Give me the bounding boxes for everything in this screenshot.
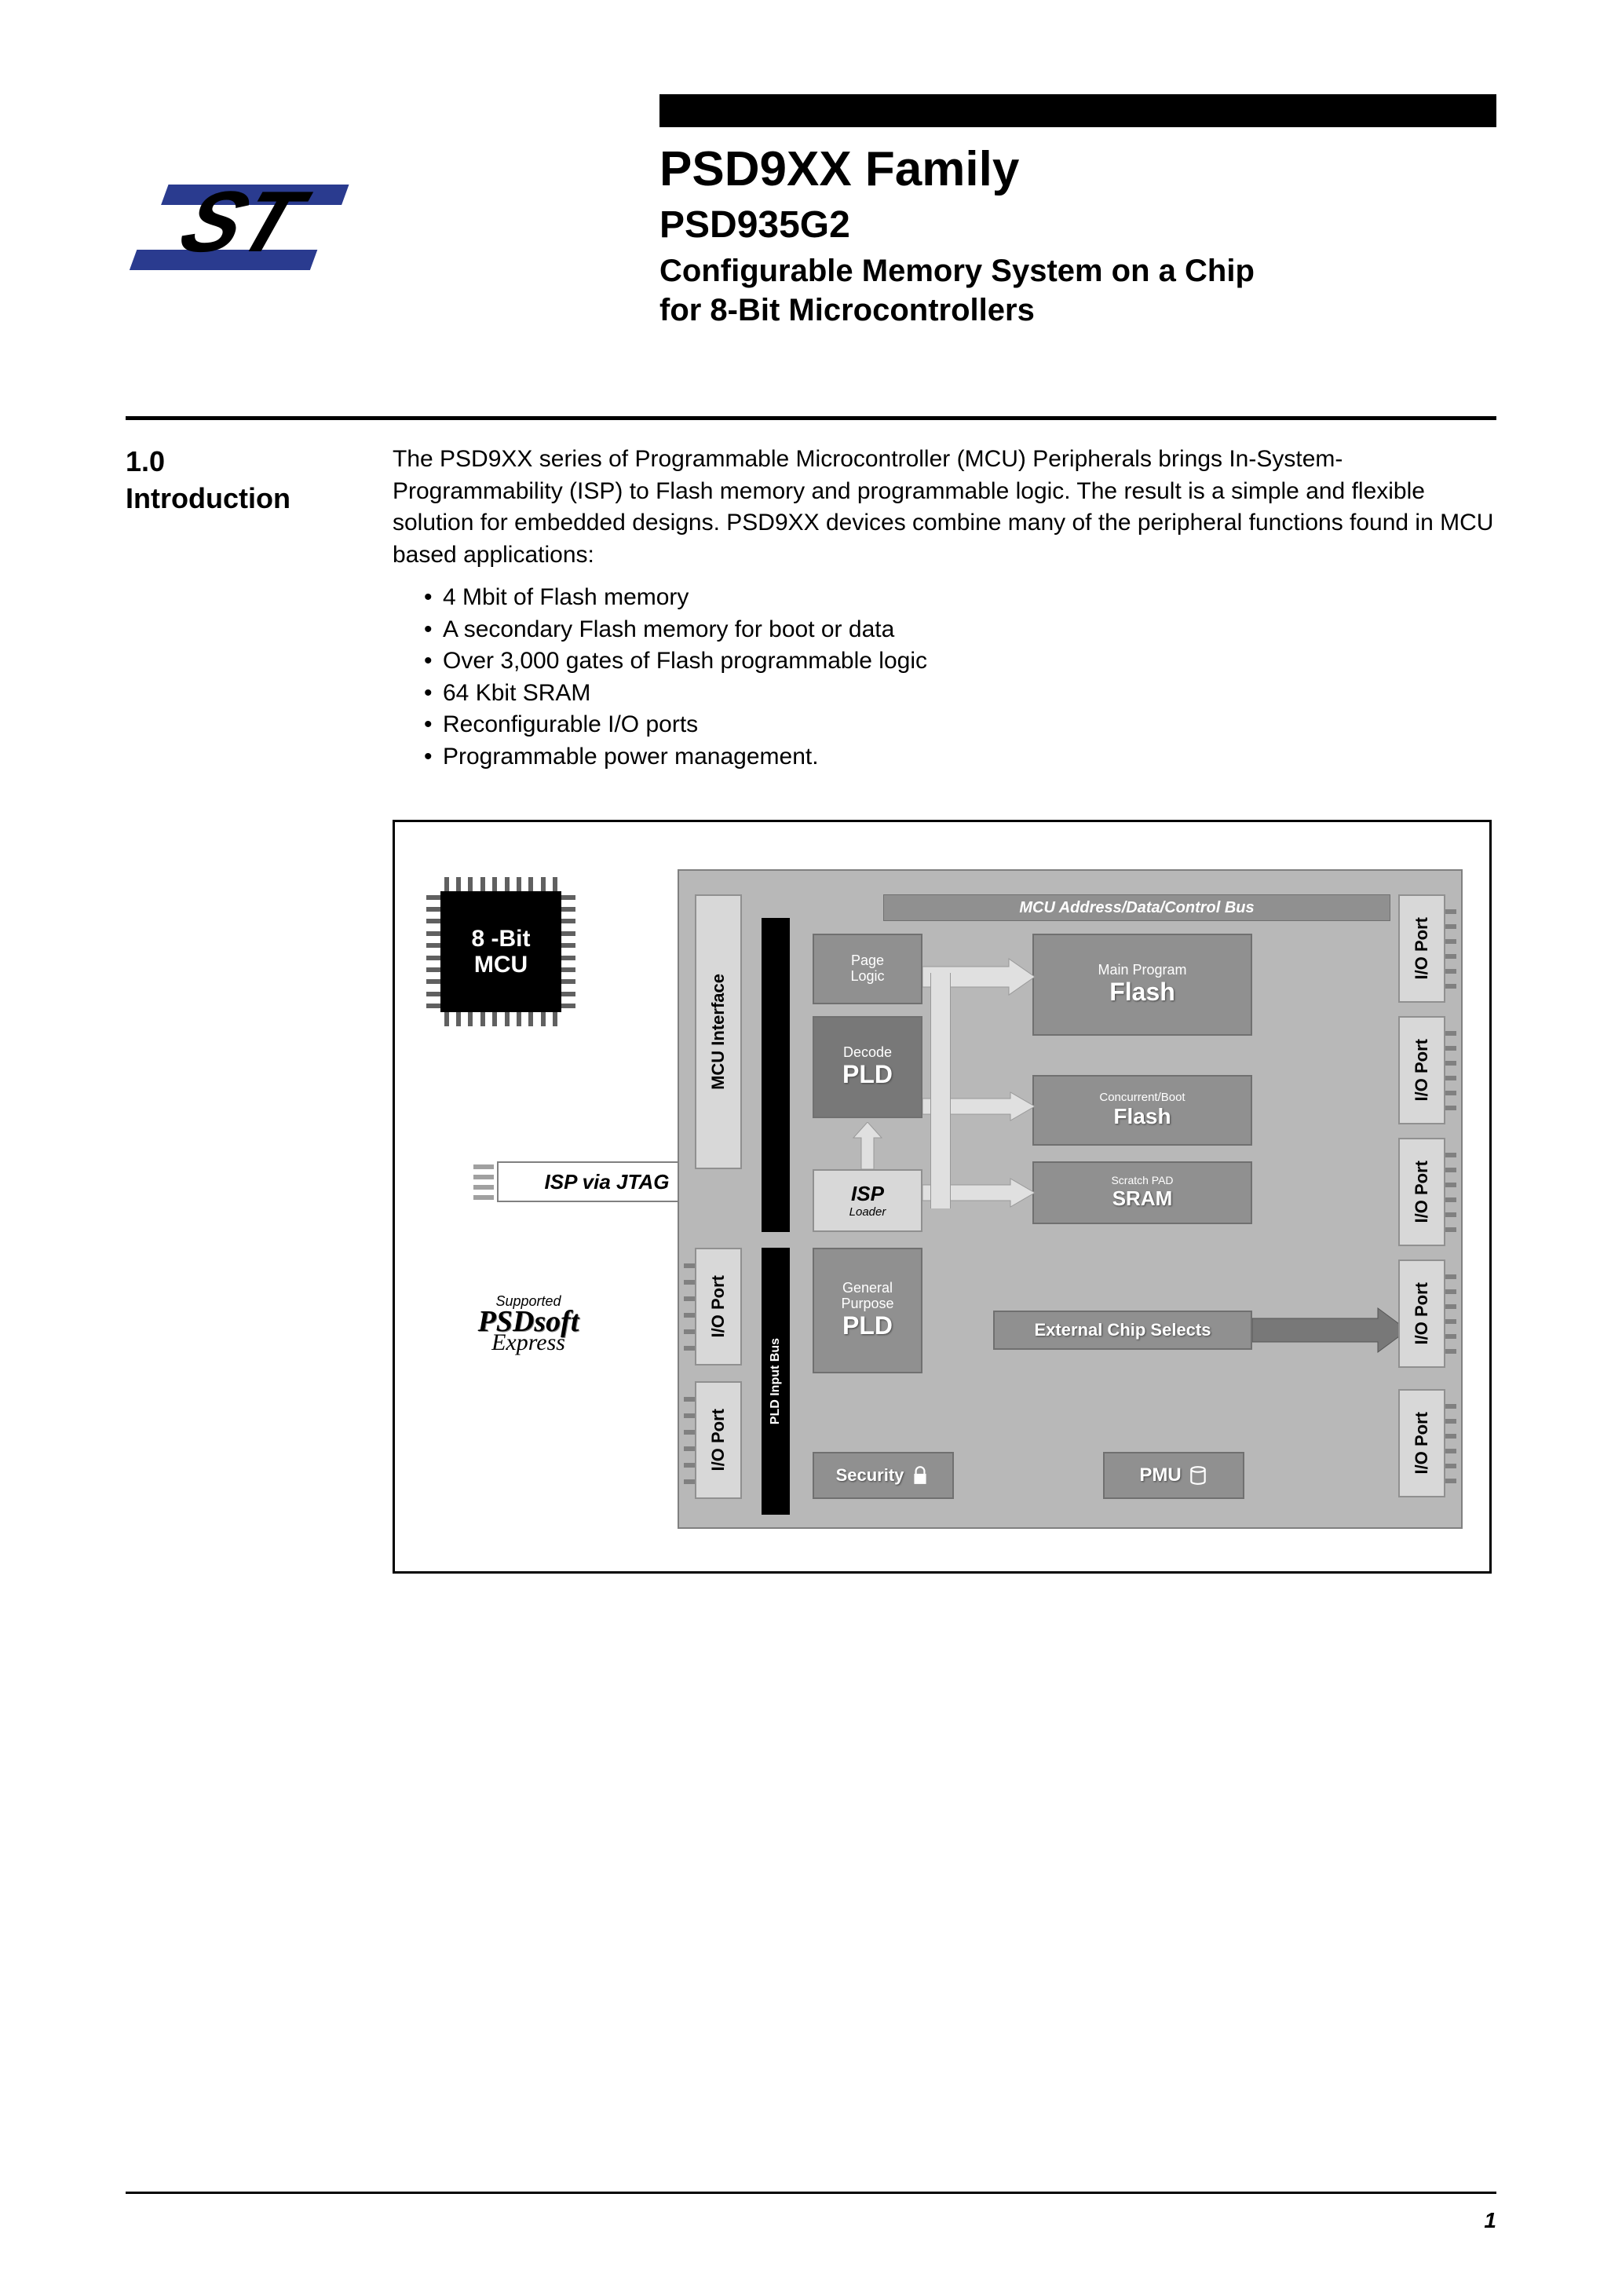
security-block: Security bbox=[813, 1452, 954, 1499]
gp-l1: General bbox=[842, 1281, 893, 1296]
io-port-text: I/O Port bbox=[708, 1409, 729, 1471]
io-port-left-1: I/O Port bbox=[695, 1248, 742, 1366]
logo-cell: ST bbox=[126, 141, 659, 330]
jtag-pins bbox=[473, 1161, 494, 1202]
io-port-text: I/O Port bbox=[1412, 1039, 1432, 1101]
boot-flash-big: Flash bbox=[1113, 1104, 1171, 1129]
isp-loader-block: ISP Loader bbox=[813, 1169, 922, 1232]
boot-flash-l1: Concurrent/Boot bbox=[1099, 1091, 1185, 1105]
io-port-right-1: I/O Port bbox=[1398, 894, 1445, 1003]
page-logic-l2: Logic bbox=[850, 969, 884, 985]
main-flash-big: Flash bbox=[1109, 978, 1175, 1007]
section-divider bbox=[126, 416, 1496, 420]
bullet-item: 4 Mbit of Flash memory bbox=[424, 582, 1496, 614]
subtitle-line-2: for 8-Bit Microcontrollers bbox=[659, 291, 1496, 330]
mcu-text-1: 8 -Bit bbox=[472, 926, 531, 952]
pld-input-bus: PLD Input Bus bbox=[762, 1248, 790, 1515]
st-logo: ST bbox=[126, 173, 361, 283]
ext-cs-text: External Chip Selects bbox=[1035, 1320, 1211, 1340]
io-port-right-3: I/O Port bbox=[1398, 1138, 1445, 1246]
mcu-text-2: MCU bbox=[474, 952, 528, 978]
io-port-text: I/O Port bbox=[1412, 1282, 1432, 1344]
bullet-item: Programmable power management. bbox=[424, 741, 1496, 773]
lock-icon bbox=[910, 1465, 930, 1486]
section-label-cell: 1.0 Introduction bbox=[126, 444, 393, 773]
title-cell: PSD9XX Family PSD935G2 Configurable Memo… bbox=[659, 141, 1496, 330]
family-title: PSD9XX Family bbox=[659, 141, 1496, 197]
general-pld-block: General Purpose PLD bbox=[813, 1248, 922, 1373]
decode-pld-block: Decode PLD bbox=[813, 1016, 922, 1118]
vertical-bus bbox=[762, 918, 790, 1232]
feature-bullets: 4 Mbit of Flash memory A secondary Flash… bbox=[393, 582, 1496, 773]
mcu-interface-block: MCU Interface bbox=[695, 894, 742, 1169]
pmu-text: PMU bbox=[1139, 1464, 1181, 1486]
psdsoft-logo: Supported PSDsoft Express bbox=[438, 1293, 619, 1352]
arrow-isp-up bbox=[852, 1122, 883, 1169]
block-diagram: 8 -Bit MCU ISP via JTAG Supported PSDsof… bbox=[393, 820, 1492, 1574]
gp-l2: Purpose bbox=[841, 1296, 893, 1312]
bullet-item: 64 Kbit SRAM bbox=[424, 678, 1496, 710]
isp-big: ISP bbox=[851, 1182, 884, 1206]
psd-chip: MCU Address/Data/Control Bus MCU Interfa… bbox=[678, 869, 1463, 1529]
section-number: 1.0 bbox=[126, 444, 377, 481]
section-title: Introduction bbox=[126, 481, 377, 517]
boot-flash-block: Concurrent/Boot Flash bbox=[1032, 1075, 1252, 1146]
pmu-block: PMU bbox=[1103, 1452, 1244, 1499]
psdsoft-sub: Express bbox=[438, 1333, 619, 1352]
page-number: 1 bbox=[1484, 2208, 1496, 2233]
intro-paragraph: The PSD9XX series of Programmable Microc… bbox=[393, 444, 1496, 571]
io-port-right-2: I/O Port bbox=[1398, 1016, 1445, 1124]
bus-label: MCU Address/Data/Control Bus bbox=[883, 894, 1390, 921]
page-logic-block: Page Logic bbox=[813, 934, 922, 1004]
io-port-text: I/O Port bbox=[708, 1275, 729, 1337]
arrow-vertical-bus bbox=[930, 973, 951, 1208]
isp-small: Loader bbox=[849, 1206, 886, 1219]
sram-big: SRAM bbox=[1112, 1186, 1173, 1211]
decode-pld-big: PLD bbox=[842, 1060, 893, 1089]
sram-l1: Scratch PAD bbox=[1111, 1175, 1173, 1186]
io-port-right-4: I/O Port bbox=[1398, 1260, 1445, 1368]
bullet-item: Over 3,000 gates of Flash programmable l… bbox=[424, 645, 1496, 678]
subtitle-line-1: Configurable Memory System on a Chip bbox=[659, 251, 1496, 291]
footer-line bbox=[126, 2192, 1496, 2194]
body-text: The PSD9XX series of Programmable Microc… bbox=[393, 444, 1496, 773]
body-row: 1.0 Introduction The PSD9XX series of Pr… bbox=[126, 444, 1496, 773]
cylinder-icon bbox=[1188, 1465, 1208, 1486]
sram-block: Scratch PAD SRAM bbox=[1032, 1161, 1252, 1224]
bullet-item: Reconfigurable I/O ports bbox=[424, 709, 1496, 741]
header-black-bar bbox=[659, 94, 1496, 127]
io-port-text: I/O Port bbox=[1412, 1412, 1432, 1474]
arrow-ext-cs-out bbox=[1252, 1307, 1409, 1354]
io-port-left-2: I/O Port bbox=[695, 1381, 742, 1499]
page-logic-l1: Page bbox=[851, 953, 884, 969]
mcu-chip: 8 -Bit MCU bbox=[426, 877, 575, 1026]
pld-input-bus-text: PLD Input Bus bbox=[769, 1338, 783, 1424]
io-port-right-5: I/O Port bbox=[1398, 1389, 1445, 1497]
external-chip-selects: External Chip Selects bbox=[993, 1311, 1252, 1350]
main-flash-block: Main Program Flash bbox=[1032, 934, 1252, 1036]
decode-label: Decode bbox=[843, 1045, 892, 1061]
bullet-item: A secondary Flash memory for boot or dat… bbox=[424, 614, 1496, 646]
security-text: Security bbox=[836, 1465, 904, 1486]
main-flash-l1: Main Program bbox=[1098, 963, 1186, 978]
io-port-text: I/O Port bbox=[1412, 1161, 1432, 1223]
gp-big: PLD bbox=[842, 1311, 893, 1340]
part-number: PSD935G2 bbox=[659, 203, 1496, 247]
io-port-text: I/O Port bbox=[1412, 917, 1432, 979]
header-row: ST PSD9XX Family PSD935G2 Configurable M… bbox=[126, 141, 1496, 330]
mcu-interface-text: MCU Interface bbox=[708, 974, 729, 1090]
